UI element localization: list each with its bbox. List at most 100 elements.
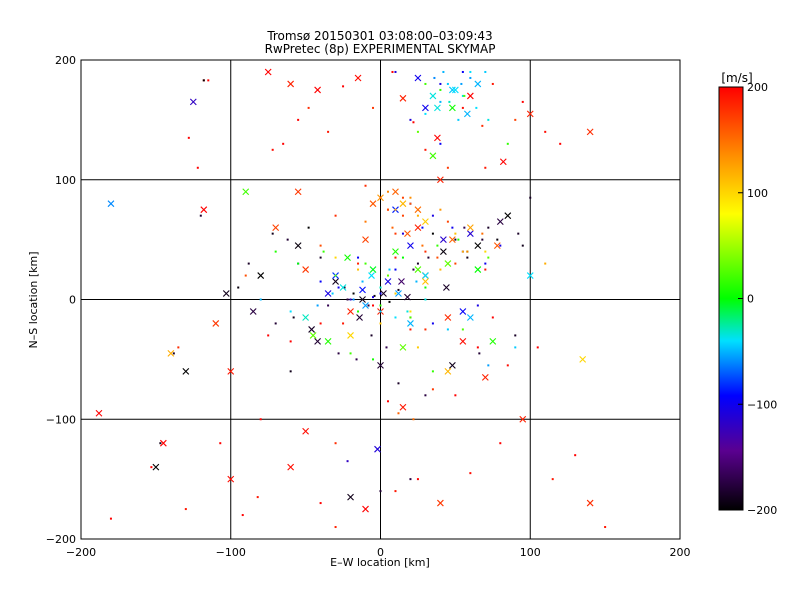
data-point-dot [416,478,419,481]
data-point-cross [362,505,369,513]
data-point-dot [394,208,397,211]
data-point-dot [352,298,355,301]
x-axis-label: E–W location [km] [330,556,430,569]
data-point-dot [346,460,349,463]
data-point-dot [109,517,112,520]
data-point-dot [517,232,520,235]
data-point-dot [424,82,427,85]
data-point-dot [379,490,382,493]
data-point-dot [496,238,499,241]
data-point-dot [187,136,190,139]
data-point-dot [247,262,250,265]
data-point-cross [189,98,197,106]
data-point-dot [499,442,502,445]
data-point-dot [372,296,375,299]
data-point-dot [177,346,180,349]
data-point-dot [386,400,389,403]
data-point-dot [544,262,547,265]
data-point-cross [380,290,387,297]
data-point-dot [412,418,415,421]
data-point-dot [357,256,360,259]
data-point-dot [416,262,419,265]
data-point-dot [337,352,340,355]
data-point-dot [199,214,202,217]
data-point-cross [466,314,474,321]
data-point-cross [302,314,310,321]
data-point-dot [478,352,481,355]
data-point-dot [451,226,454,229]
data-point-dot [319,280,322,283]
data-point-dot [322,250,325,253]
data-point-dot [487,226,490,229]
data-point-dot [412,268,415,271]
data-point-dot [259,298,262,301]
data-point-dot [416,130,419,133]
data-point-cross [392,188,399,196]
data-point-dot [416,214,419,217]
data-point-dot [397,382,400,385]
data-point-dot [466,256,469,259]
data-point-dot [484,268,487,271]
data-point-dot [574,454,577,457]
y-tick-label: −100 [46,413,76,426]
data-point-cross [359,286,366,294]
data-point-dot [484,70,487,73]
data-point-dot [394,232,397,235]
data-point-dot [446,328,449,331]
data-point-cross [287,80,295,88]
plot-border [80,59,681,540]
data-point-cross [448,361,456,369]
data-point-cross [404,293,411,301]
data-point-dot [439,208,442,211]
data-point-cross [422,278,429,285]
data-point-dot [256,496,259,499]
data-point-dot [409,202,412,205]
data-point-cross [95,409,103,417]
data-point-dot [241,514,244,517]
data-point-dot [385,346,388,349]
data-point-cross [287,463,295,471]
data-point-dot [292,316,295,319]
data-point-dot [397,288,400,291]
data-point-cross [422,218,429,226]
data-point-cross [392,248,399,255]
data-point-dot [521,244,524,247]
data-point-dot [343,286,346,289]
data-point-dot [244,274,247,277]
data-point-dot [476,346,479,349]
data-point-cross [374,445,381,453]
data-point-cross [459,338,467,345]
data-point-cross [272,224,280,232]
data-point-cross [399,344,407,351]
data-point-dot [436,256,439,259]
data-point-dot [259,418,262,421]
data-point-dot [373,294,376,297]
data-point-dot [388,300,391,303]
x-tick-label: 0 [377,546,384,559]
data-point-dot [469,76,472,79]
data-point-cross [227,475,235,483]
data-point-dot [424,298,427,301]
data-point-dot [439,82,442,85]
data-point-dot [457,238,460,241]
data-point-dot [536,346,539,349]
data-point-dot [454,232,457,235]
data-point-dot [357,268,360,271]
data-point-dot [442,70,445,73]
y-tick-labels: −200 −100 0 100 200 [46,54,76,546]
data-point-dot [484,250,487,253]
data-point-dot [334,214,337,217]
data-point-dot [401,196,404,199]
data-point-cross [422,104,429,112]
data-point-dot [506,364,509,367]
data-point-dot [514,334,517,337]
data-point-cross [359,296,366,303]
data-point-cross [167,349,175,357]
data-point-dot [289,340,292,343]
data-point-cross [579,355,587,363]
data-point-cross [434,134,441,142]
data-point-cross [496,218,504,226]
data-point-cross [369,266,377,273]
data-point-cross [398,278,405,285]
data-point-dot [349,352,352,355]
